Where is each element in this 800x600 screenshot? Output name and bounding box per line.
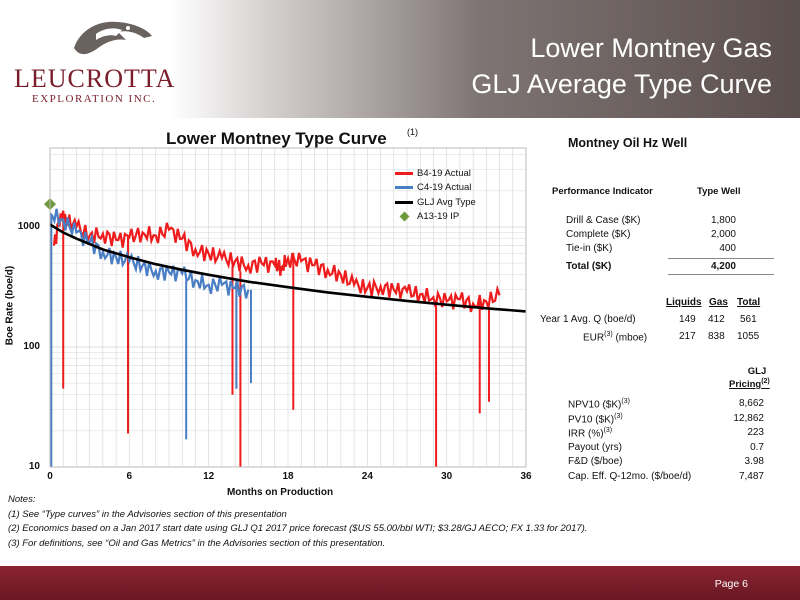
page-number: Page 6 bbox=[714, 578, 748, 590]
econ-label: IRR (%)(3) bbox=[568, 427, 612, 439]
legend-swatch-black bbox=[395, 200, 413, 204]
x-tick-label: 36 bbox=[520, 471, 532, 482]
year1-liquids: 149 bbox=[679, 314, 696, 325]
glj-header-line2: Pricing(2) bbox=[729, 378, 770, 390]
legend-label: GLJ Avg Type bbox=[417, 196, 476, 208]
total-underline bbox=[668, 274, 774, 275]
chart-x-axis-label: Months on Production bbox=[226, 487, 334, 498]
right-panel-title: Montney Oil Hz Well bbox=[568, 136, 688, 150]
eur-label-sup: (3) bbox=[604, 331, 613, 338]
legend-diamond-icon bbox=[399, 211, 410, 222]
note-3: (3) For definitions, see “Oil and Gas Me… bbox=[8, 537, 386, 549]
econ-value: 0.7 bbox=[750, 441, 764, 453]
eur-gas: 838 bbox=[708, 331, 725, 342]
total-label: Total ($K) bbox=[566, 261, 612, 272]
y-tick-label: 1000 bbox=[17, 221, 40, 232]
econ-label-text: NPV10 ($K) bbox=[568, 399, 622, 411]
econ-label-text: PV10 ($K) bbox=[568, 413, 615, 425]
chart-legend: B4-19 Actual C4-19 Actual GLJ Avg Type A… bbox=[395, 166, 476, 224]
notes-title: Notes: bbox=[8, 494, 36, 505]
econ-label-text: Cap. Eff. Q-12mo. ($/boe/d) bbox=[568, 470, 692, 482]
glj-pricing-text: Pricing bbox=[729, 379, 762, 391]
x-tick-label: 30 bbox=[441, 471, 453, 482]
y-tick-label: 10 bbox=[28, 461, 40, 472]
econ-label: Payout (yrs) bbox=[568, 442, 622, 453]
econ-label-sup: (3) bbox=[621, 398, 630, 405]
legend-item-c4-19: C4-19 Actual bbox=[395, 181, 476, 196]
series-line bbox=[52, 210, 501, 313]
cost-label: Tie-in ($K) bbox=[566, 243, 613, 254]
legend-label: C4-19 Actual bbox=[417, 182, 472, 194]
logo-wordmark: LEUCROTTA bbox=[14, 64, 176, 93]
eur-label: EUR(3) (mboe) bbox=[583, 331, 647, 343]
econ-value: 3.98 bbox=[744, 456, 764, 467]
note-1: (1) See “Type curves” in the Advisories … bbox=[8, 508, 287, 520]
econ-label-sup: (3) bbox=[614, 412, 623, 420]
liquids-header: Liquids bbox=[666, 297, 702, 308]
legend-label: A13-19 IP bbox=[417, 211, 460, 223]
econ-label: PV10 ($K)(3) bbox=[568, 413, 623, 425]
year1-gas: 412 bbox=[708, 314, 725, 325]
legend-item-b4-19: B4-19 Actual bbox=[395, 166, 476, 181]
econ-label: NPV10 ($K)(3) bbox=[568, 398, 630, 410]
cost-label: Complete ($K) bbox=[566, 229, 631, 240]
x-tick-label: 6 bbox=[126, 471, 133, 482]
eur-liquids: 217 bbox=[679, 331, 696, 342]
gas-header: Gas bbox=[709, 297, 728, 308]
footer-bar bbox=[0, 566, 800, 600]
legend-item-glj-avg: GLJ Avg Type bbox=[395, 195, 476, 210]
x-tick-label: 18 bbox=[282, 471, 294, 482]
x-tick-label: 0 bbox=[47, 471, 53, 482]
eur-label-text: EUR bbox=[583, 332, 605, 344]
header-banner: LEUCROTTA EXPLORATION INC. Lower Montney… bbox=[0, 0, 800, 118]
page-title: Lower Montney Gas GLJ Average Type Curve bbox=[471, 30, 772, 102]
x-tick-label: 24 bbox=[361, 471, 373, 482]
type-well-header: Type Well bbox=[697, 186, 741, 197]
chart-title-note: (1) bbox=[407, 127, 418, 137]
page-title-line2: GLJ Average Type Curve bbox=[471, 69, 772, 99]
econ-value: 7,487 bbox=[738, 470, 764, 482]
econ-label: F&D ($/boe) bbox=[568, 456, 622, 467]
page-title-line1: Lower Montney Gas bbox=[530, 33, 772, 63]
econ-label-text: IRR (%) bbox=[568, 428, 604, 440]
cost-label: Drill & Case ($K) bbox=[566, 215, 641, 226]
econ-label: Cap. Eff. Q-12mo. ($/boe/d) bbox=[568, 471, 691, 482]
cost-value: 1,800 bbox=[710, 215, 736, 226]
econ-label-text: Payout (yrs) bbox=[568, 441, 622, 453]
eur-total: 1055 bbox=[737, 331, 760, 342]
y-tick-label: 100 bbox=[23, 341, 40, 352]
total-header: Total bbox=[737, 297, 761, 308]
leucrotta-logo-icon bbox=[74, 21, 152, 55]
legend-label: B4-19 Actual bbox=[417, 167, 471, 179]
notes: Notes: (1) See “Type curves” in the Advi… bbox=[8, 493, 587, 551]
total-divider bbox=[668, 258, 774, 259]
legend-item-a13-19: A13-19 IP bbox=[395, 210, 476, 225]
total-value: 4,200 bbox=[710, 261, 736, 272]
econ-value: 223 bbox=[747, 427, 764, 438]
perf-indicator-header: Performance Indicator bbox=[552, 186, 653, 197]
econ-label-text: F&D ($/boe) bbox=[568, 456, 623, 467]
econ-label-sup: (3) bbox=[603, 427, 613, 434]
plot-frame bbox=[49, 147, 527, 468]
year1-total: 561 bbox=[740, 314, 757, 325]
eur-label-suffix: (mboe) bbox=[612, 332, 648, 344]
glj-header-line1: GLJ bbox=[747, 366, 767, 377]
chart-title: Lower Montney Type Curve bbox=[166, 129, 387, 148]
series-line bbox=[49, 223, 527, 313]
legend-swatch-red bbox=[395, 171, 413, 175]
x-tick-label: 12 bbox=[203, 471, 215, 482]
cost-value: 400 bbox=[719, 243, 736, 254]
glj-pricing-sup: (2) bbox=[761, 378, 770, 385]
econ-value: 12,862 bbox=[733, 412, 764, 424]
logo-subtitle: EXPLORATION INC. bbox=[32, 93, 157, 105]
legend-swatch-blue bbox=[395, 186, 413, 190]
cost-value: 2,000 bbox=[710, 229, 736, 240]
note-2: (2) Economics based on a Jan 2017 start … bbox=[8, 523, 588, 534]
year1-avg-label: Year 1 Avg. Q (boe/d) bbox=[540, 314, 636, 325]
econ-value: 8,662 bbox=[738, 398, 764, 409]
